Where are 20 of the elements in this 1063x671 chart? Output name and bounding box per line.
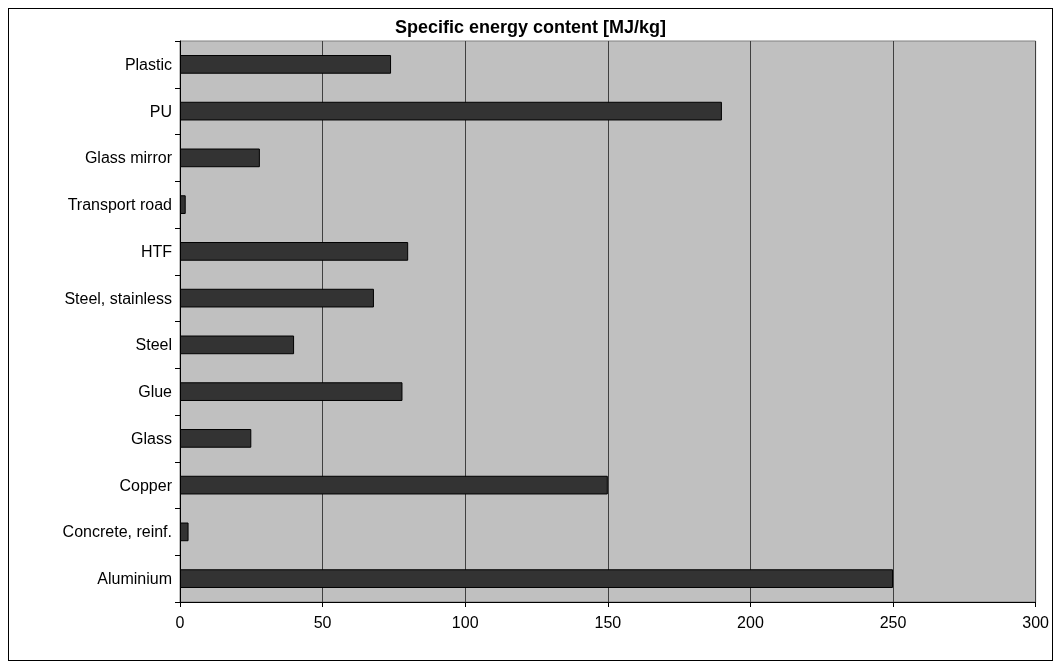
- y-tick-label: Transport road: [67, 196, 172, 214]
- x-tick-label: 200: [737, 613, 764, 631]
- y-tick-label: Glue: [138, 383, 173, 401]
- y-tick-label: Plastic: [124, 55, 172, 73]
- y-tick-label: Glass: [131, 429, 172, 447]
- y-tick-label: Steel, stainless: [64, 289, 172, 307]
- x-tick-label: 100: [451, 613, 479, 631]
- y-tick-label: Concrete, reinf.: [62, 523, 172, 541]
- x-tick-label: 0: [175, 613, 185, 631]
- x-tick-label: 250: [879, 613, 907, 631]
- x-tick-label: 50: [313, 613, 332, 631]
- x-tick-label: 150: [594, 613, 622, 631]
- y-tick-label: Aluminium: [97, 570, 172, 588]
- y-tick-label: Glass mirror: [84, 149, 173, 167]
- chart-title: Specific energy content [MJ/kg]: [394, 17, 667, 37]
- y-tick-label: Copper: [119, 476, 173, 494]
- y-tick-label: Steel: [135, 336, 172, 354]
- y-tick-label: PU: [149, 102, 172, 120]
- x-tick-label: 300: [1022, 613, 1050, 631]
- y-tick-label: HTF: [140, 242, 173, 260]
